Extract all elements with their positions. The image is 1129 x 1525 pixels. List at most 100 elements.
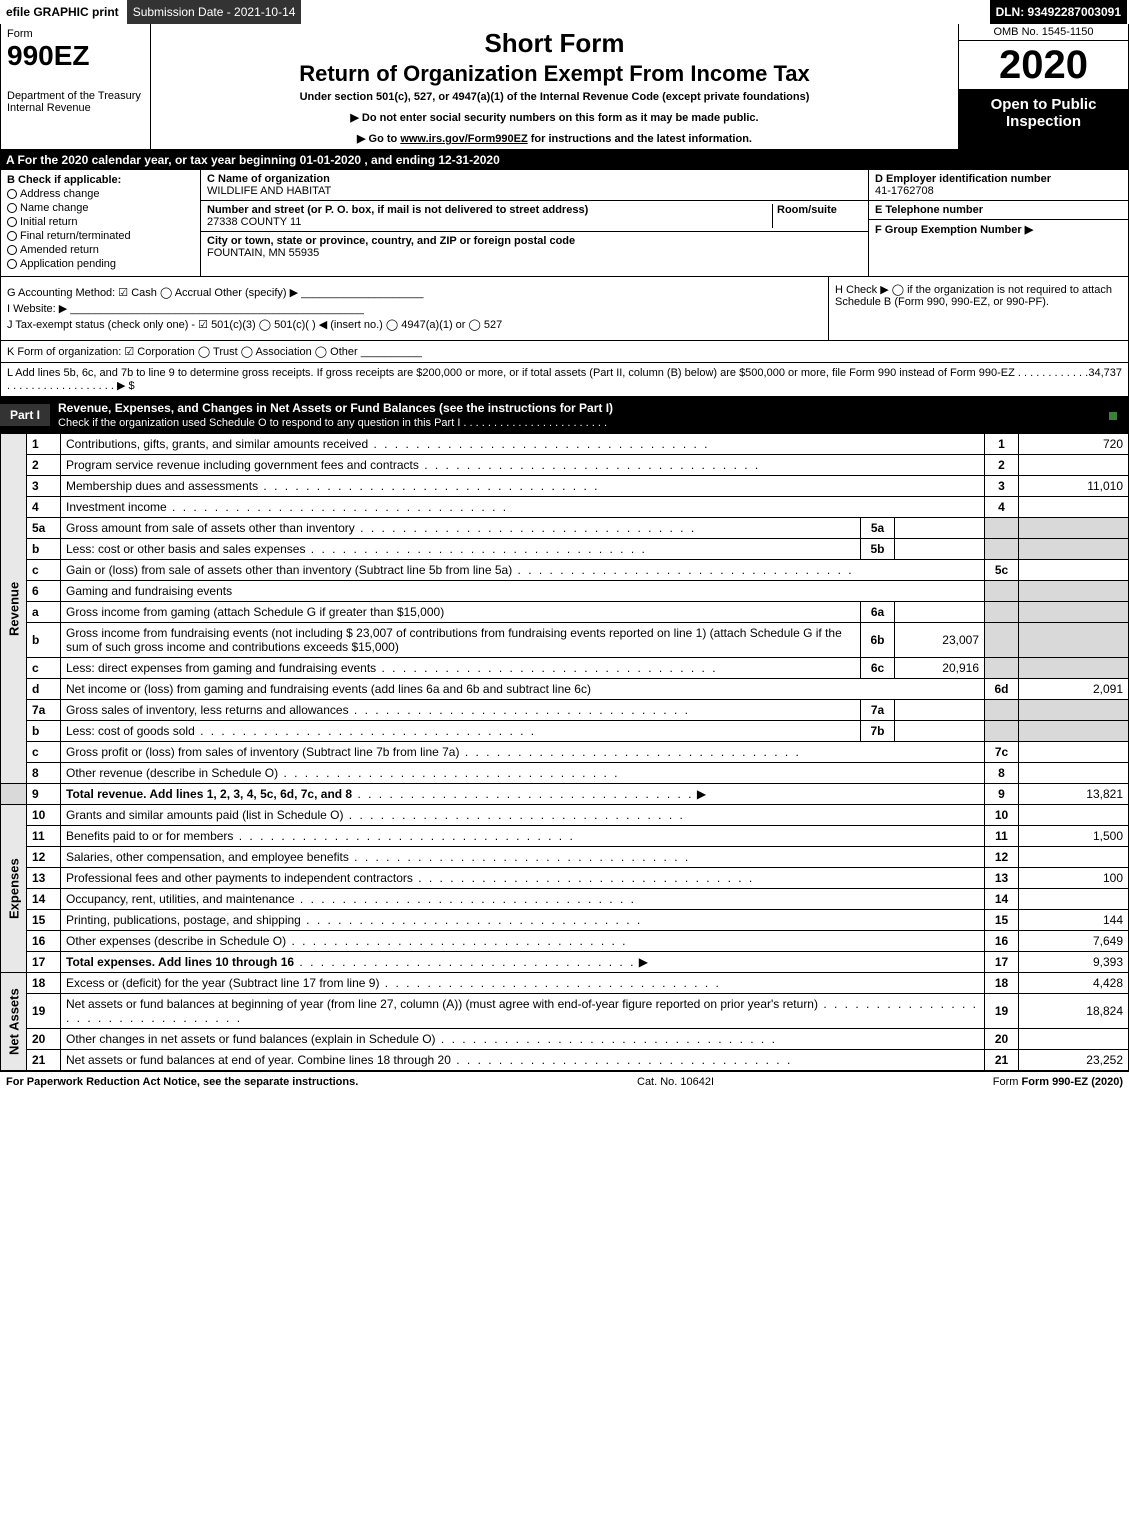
- r13-num: 13: [27, 868, 61, 889]
- r6a-desc: Gross income from gaming (attach Schedul…: [61, 602, 861, 623]
- r5b-amt: [1019, 539, 1129, 560]
- r2-num: 2: [27, 455, 61, 476]
- r6a-amt: [1019, 602, 1129, 623]
- r4-desc: Investment income: [61, 497, 985, 518]
- r3-num: 3: [27, 476, 61, 497]
- topbar-spacer: [303, 0, 989, 24]
- r1-desc: Contributions, gifts, grants, and simila…: [61, 434, 985, 455]
- r6c-sn: 6c: [861, 658, 895, 679]
- footer-catno: Cat. No. 10642I: [358, 1076, 992, 1088]
- r14-desc: Occupancy, rent, utilities, and maintena…: [61, 889, 985, 910]
- header-right: OMB No. 1545-1150 2020 Open to Public In…: [958, 24, 1128, 149]
- r5b-rn: [985, 539, 1019, 560]
- section-b-to-f: B Check if applicable: Address change Na…: [0, 170, 1129, 277]
- r6d-rn: 6d: [985, 679, 1019, 700]
- f-group: F Group Exemption Number ▶: [869, 220, 1128, 276]
- r6d-desc: Net income or (loss) from gaming and fun…: [61, 679, 985, 700]
- goto-link-line: ▶ Go to www.irs.gov/Form990EZ for instru…: [159, 132, 950, 145]
- r19-rn: 19: [985, 994, 1019, 1029]
- chk-final-return-label: Final return/terminated: [20, 230, 131, 242]
- r16-amt: 7,649: [1019, 931, 1129, 952]
- r7a-amt: [1019, 700, 1129, 721]
- f-group-label: F Group Exemption Number ▶: [875, 224, 1033, 236]
- r18-desc: Excess or (deficit) for the year (Subtra…: [61, 973, 985, 994]
- r20-num: 20: [27, 1029, 61, 1050]
- chk-name-change[interactable]: Name change: [7, 202, 194, 214]
- r15-num: 15: [27, 910, 61, 931]
- r15-rn: 15: [985, 910, 1019, 931]
- r11-num: 11: [27, 826, 61, 847]
- irs-link[interactable]: www.irs.gov/Form990EZ: [400, 133, 527, 145]
- org-address-row: Number and street (or P. O. box, if mail…: [201, 201, 868, 232]
- line-a-period: A For the 2020 calendar year, or tax yea…: [0, 150, 1129, 170]
- r7c-num: c: [27, 742, 61, 763]
- side-expenses: Expenses: [1, 805, 27, 973]
- chk-initial-return[interactable]: Initial return: [7, 216, 194, 228]
- g-accounting: G Accounting Method: ☑ Cash ◯ Accrual Ot…: [7, 286, 822, 299]
- r11-desc: Benefits paid to or for members: [61, 826, 985, 847]
- r21-amt: 23,252: [1019, 1050, 1129, 1071]
- footer-left: For Paperwork Reduction Act Notice, see …: [6, 1076, 358, 1088]
- chk-application-pending[interactable]: Application pending: [7, 258, 194, 270]
- r5a-num: 5a: [27, 518, 61, 539]
- open-inspection: Open to Public Inspection: [959, 90, 1128, 149]
- org-city-row: City or town, state or province, country…: [201, 232, 868, 262]
- r6b-sn: 6b: [861, 623, 895, 658]
- r18-rn: 18: [985, 973, 1019, 994]
- part1-check[interactable]: [1100, 404, 1129, 426]
- dept-irs: Internal Revenue: [7, 102, 144, 114]
- r6b-amt: [1019, 623, 1129, 658]
- r2-rn: 2: [985, 455, 1019, 476]
- k-form-of-org: K Form of organization: ☑ Corporation ◯ …: [0, 341, 1129, 363]
- tax-year: 2020: [959, 41, 1128, 90]
- r9-desc: Total revenue. Add lines 1, 2, 3, 4, 5c,…: [61, 784, 985, 805]
- section-def: D Employer identification number 41-1762…: [868, 170, 1128, 276]
- chk-final-return[interactable]: Final return/terminated: [7, 230, 194, 242]
- chk-amended-return[interactable]: Amended return: [7, 244, 194, 256]
- r6b-desc: Gross income from fundraising events (no…: [61, 623, 861, 658]
- r8-amt: [1019, 763, 1129, 784]
- chk-application-pending-label: Application pending: [20, 258, 116, 270]
- r7b-sa: [895, 721, 985, 742]
- r7a-num: 7a: [27, 700, 61, 721]
- r21-num: 21: [27, 1050, 61, 1071]
- r12-amt: [1019, 847, 1129, 868]
- e-phone-label: E Telephone number: [875, 204, 983, 216]
- r14-num: 14: [27, 889, 61, 910]
- r5b-sa: [895, 539, 985, 560]
- section-b: B Check if applicable: Address change Na…: [1, 170, 201, 276]
- r2-desc: Program service revenue including govern…: [61, 455, 985, 476]
- part1-title: Revenue, Expenses, and Changes in Net As…: [58, 397, 1100, 433]
- page-footer: For Paperwork Reduction Act Notice, see …: [0, 1071, 1129, 1092]
- goto-pre: ▶ Go to: [357, 133, 400, 145]
- form-number: 990EZ: [7, 40, 144, 72]
- d-ein-label: D Employer identification number: [875, 173, 1051, 185]
- r6-rn: [985, 581, 1019, 602]
- r5a-sn: 5a: [861, 518, 895, 539]
- r4-rn: 4: [985, 497, 1019, 518]
- l-amount: 34,737: [1088, 367, 1122, 392]
- r5a-desc: Gross amount from sale of assets other t…: [61, 518, 861, 539]
- r21-desc: Net assets or fund balances at end of ye…: [61, 1050, 985, 1071]
- r9-num: 9: [27, 784, 61, 805]
- r12-desc: Salaries, other compensation, and employ…: [61, 847, 985, 868]
- r17-num: 17: [27, 952, 61, 973]
- r7a-rn: [985, 700, 1019, 721]
- r12-rn: 12: [985, 847, 1019, 868]
- r6a-rn: [985, 602, 1019, 623]
- part1-tag: Part I: [0, 404, 50, 426]
- r7c-desc: Gross profit or (loss) from sales of inv…: [61, 742, 985, 763]
- r3-desc: Membership dues and assessments: [61, 476, 985, 497]
- c-name-label: C Name of organization: [207, 173, 330, 185]
- r4-num: 4: [27, 497, 61, 518]
- header-mid: Short Form Return of Organization Exempt…: [151, 24, 958, 149]
- r5a-sa: [895, 518, 985, 539]
- r5b-num: b: [27, 539, 61, 560]
- r20-desc: Other changes in net assets or fund bala…: [61, 1029, 985, 1050]
- r5b-desc: Less: cost or other basis and sales expe…: [61, 539, 861, 560]
- r19-amt: 18,824: [1019, 994, 1129, 1029]
- chk-address-change[interactable]: Address change: [7, 188, 194, 200]
- section-g-h: G Accounting Method: ☑ Cash ◯ Accrual Ot…: [0, 277, 1129, 341]
- r15-amt: 144: [1019, 910, 1129, 931]
- dept-treasury: Department of the Treasury: [7, 90, 144, 102]
